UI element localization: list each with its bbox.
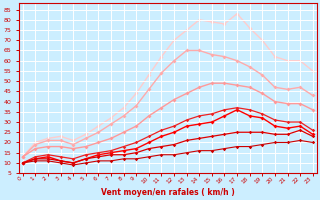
X-axis label: Vent moyen/en rafales ( km/h ): Vent moyen/en rafales ( km/h ) [101, 188, 235, 197]
